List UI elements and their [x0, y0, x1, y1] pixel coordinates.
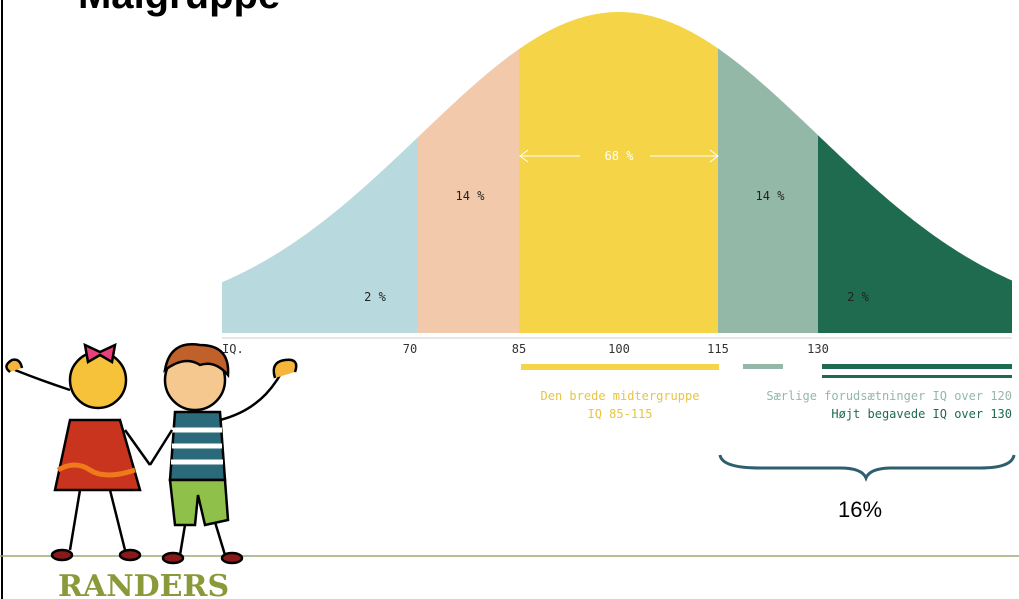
axis-label: IQ. — [222, 342, 244, 356]
axis-label: 70 — [403, 342, 417, 356]
group-label: Højt begavede IQ over 130 — [831, 407, 1012, 421]
range-bar — [822, 375, 1012, 378]
slide: Målgruppe 68 % 2 % 14 % 14 % 2 % IQ. 70 … — [0, 0, 1019, 599]
curve-segment — [519, 12, 718, 333]
axis-label: 100 — [608, 342, 630, 356]
segment-label: 14 % — [756, 189, 786, 203]
range-bar — [822, 364, 1012, 369]
segment-label: 14 % — [456, 189, 486, 203]
range-bar — [743, 364, 783, 369]
brace-label: 16% — [838, 497, 882, 522]
range-bar — [521, 364, 719, 370]
title: Målgruppe — [78, 0, 280, 17]
axis-label: 85 — [512, 342, 526, 356]
logo: RANDERS — [58, 569, 229, 599]
axis-label: 130 — [807, 342, 829, 356]
segment-label: 2 % — [364, 290, 386, 304]
group-label: Den brede midtergruppe — [541, 389, 700, 403]
group-label: IQ 85-115 — [587, 407, 652, 421]
axis-label: 115 — [707, 342, 729, 356]
segment-label: 68 % — [605, 149, 635, 163]
group-label: Særlige forudsætninger IQ over 120 — [766, 389, 1012, 403]
segment-label: 2 % — [847, 290, 869, 304]
